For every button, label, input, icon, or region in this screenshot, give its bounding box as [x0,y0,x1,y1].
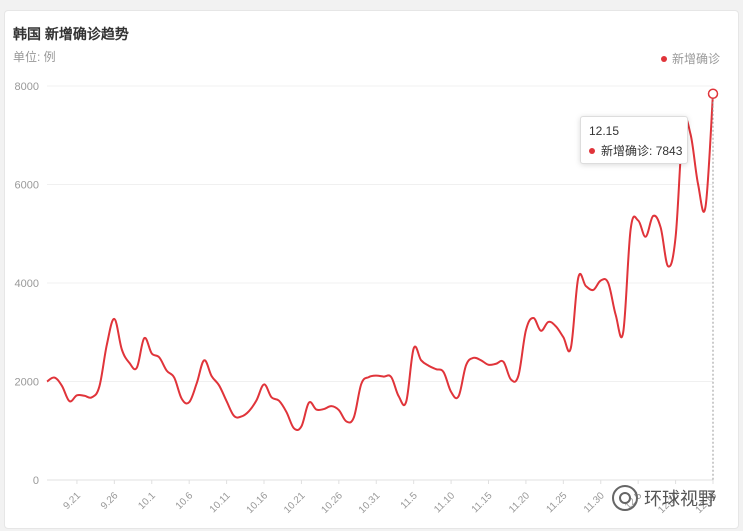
tooltip-label: 新增确诊 [601,144,650,158]
x-tick-label: 10.21 [282,490,308,516]
legend-dot-icon [660,55,667,62]
legend[interactable]: 新增确诊 [660,50,720,67]
watermark-text: 环球视野 [644,489,716,509]
x-tick-label: 10.1 [136,490,158,512]
watermark: 环球视野 [612,485,716,511]
wechat-logo-icon [612,485,638,511]
tooltip-separator: : [649,143,656,158]
x-tick-label: 11.20 [507,490,532,515]
x-tick-label: 10.26 [319,490,345,516]
y-tick-label: 2000 [15,377,39,389]
x-tick-label: 9.21 [62,490,84,512]
x-tick-label: 10.6 [174,490,196,512]
x-tick-label: 11.5 [399,490,420,511]
tooltip: 12.15 新增确诊: 7843 [580,116,688,164]
unit-label: 单位: 例 [13,50,56,64]
y-tick-label: 0 [33,475,39,487]
y-tick-label: 4000 [15,278,39,290]
x-tick-label: 11.30 [582,490,607,515]
x-tick-label: 11.15 [470,490,495,515]
x-tick-label: 10.11 [208,490,233,515]
chart-card [4,10,739,529]
tooltip-date: 12.15 [589,124,620,138]
data-point-highlight[interactable] [707,88,719,99]
chart-title: 韩国 新增确诊趋势 [13,26,129,42]
x-tick-label: 10.31 [357,490,383,516]
y-tick-label: 8000 [15,81,39,93]
x-tick-label: 9.26 [99,490,121,512]
legend-label: 新增确诊 [671,52,720,66]
x-tick-label: 10.16 [245,490,271,516]
tooltip-dot-icon [589,147,595,154]
series-line[interactable] [46,93,714,432]
x-tick-label: 11.10 [432,490,457,515]
tooltip-value: 7843 [655,143,683,158]
x-tick-label: 11.25 [544,490,569,515]
tooltip-row: 新增确诊: 7843 [589,142,682,159]
y-tick-label: 6000 [15,180,39,192]
